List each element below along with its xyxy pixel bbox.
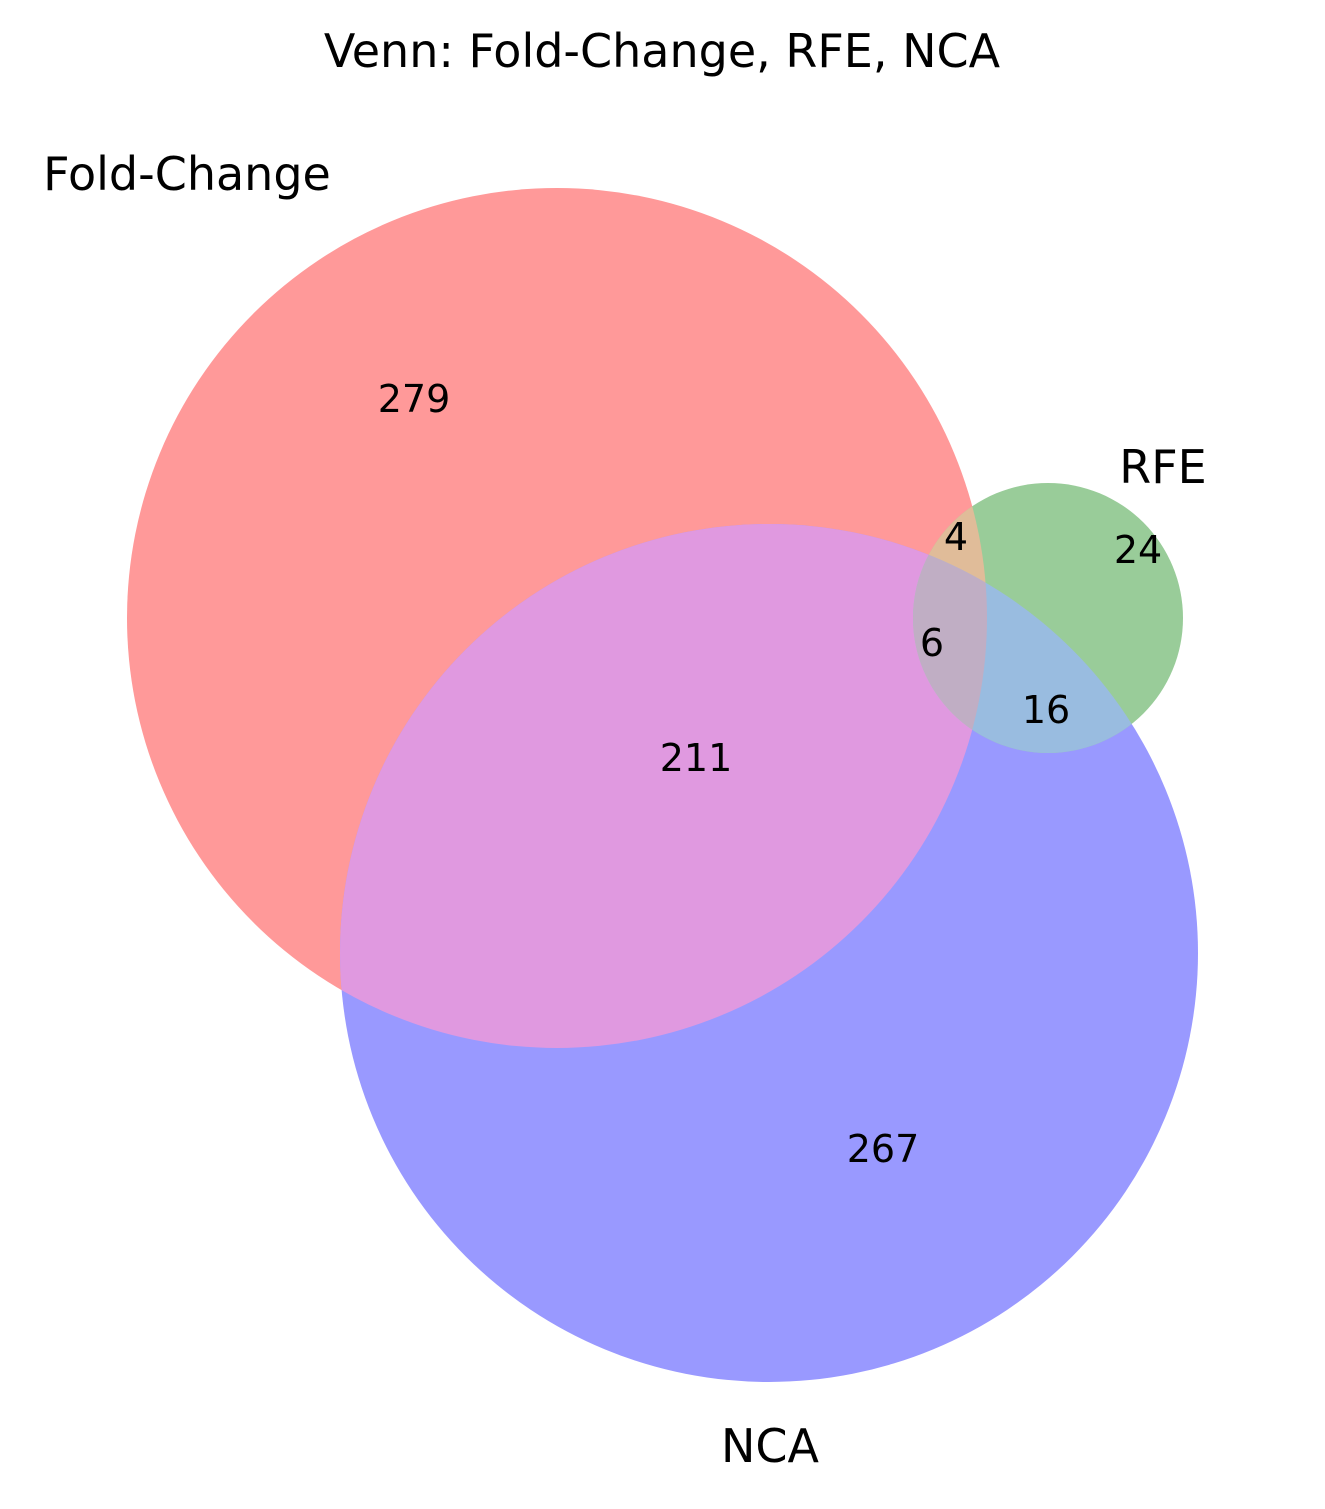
count-fold-change-and-nca: 211 <box>660 736 733 780</box>
set-label-rfe: RFE <box>1119 440 1207 494</box>
count-fold-change-and-rfe: 4 <box>944 515 968 559</box>
count-rfe-only: 24 <box>1114 528 1162 572</box>
count-rfe-and-nca: 16 <box>1022 688 1070 732</box>
set-label-nca: NCA <box>721 1419 820 1473</box>
count-fold-change-only: 279 <box>378 377 451 421</box>
count-all-three: 6 <box>920 621 944 665</box>
chart-title: Venn: Fold-Change, RFE, NCA <box>324 24 1001 78</box>
count-nca-only: 267 <box>847 1127 920 1171</box>
set-label-fold-change: Fold-Change <box>43 147 331 201</box>
